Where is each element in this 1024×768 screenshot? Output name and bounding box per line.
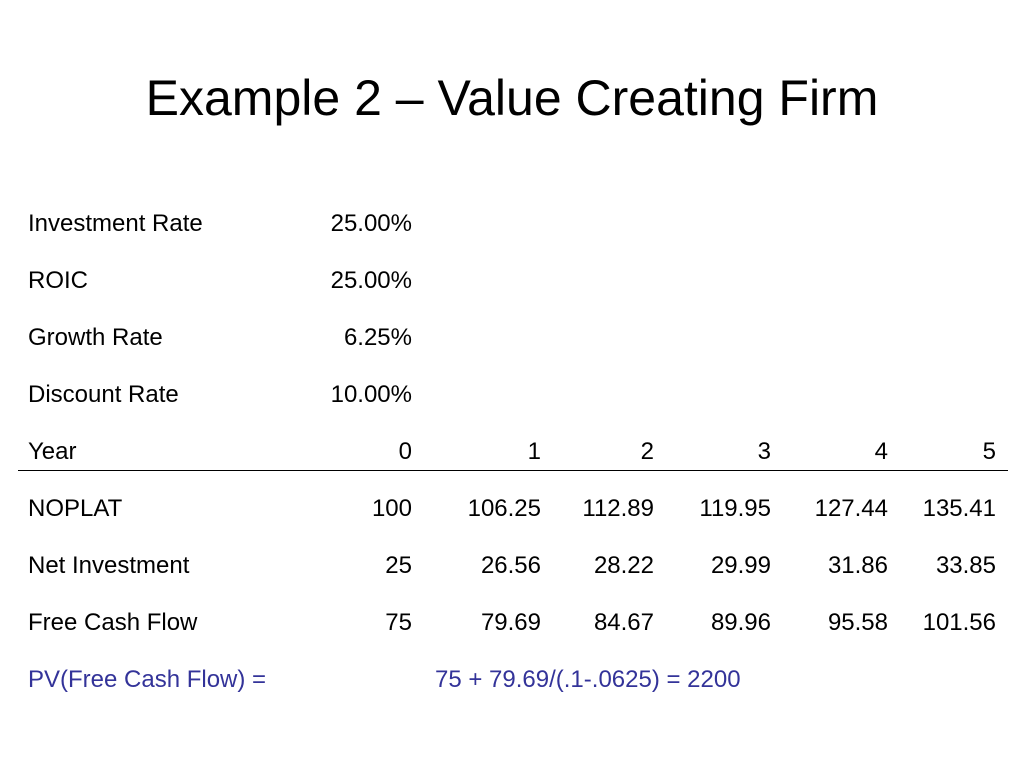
slide-title: Example 2 – Value Creating Firm (145, 70, 879, 126)
assumption-label: Growth Rate (28, 324, 163, 351)
assumption-value: 25.00% (330, 210, 412, 237)
valuation-table: Investment Rate 25.00% ROIC 25.00% Growt… (18, 195, 1008, 651)
year-header-cell: 2 (640, 438, 654, 465)
table-cell: 101.56 (922, 609, 996, 636)
table-cell: 26.56 (480, 552, 541, 579)
table-row-noplat: NOPLAT 100 106.25 112.89 119.95 127.44 1… (18, 480, 1008, 537)
year-header-cell: 0 (398, 438, 412, 465)
table-cell: 29.99 (710, 552, 771, 579)
row-label: NOPLAT (28, 495, 123, 522)
assumption-label: Discount Rate (28, 381, 179, 408)
table-cell: 33.85 (935, 552, 996, 579)
row-label: Net Investment (28, 552, 190, 579)
year-header-cell: 4 (874, 438, 888, 465)
assumption-label: ROIC (28, 267, 88, 294)
table-cell: 31.86 (827, 552, 888, 579)
pv-summary-row: PV(Free Cash Flow) = 75 + 79.69/(.1-.062… (18, 651, 1008, 708)
table-row-free-cash-flow: Free Cash Flow 75 79.69 84.67 89.96 95.5… (18, 594, 1008, 651)
table-cell: 135.41 (922, 495, 996, 522)
table-cell: 127.44 (814, 495, 888, 522)
table-cell: 95.58 (827, 609, 888, 636)
assumption-value: 6.25% (343, 324, 412, 351)
pv-formula: 75 + 79.69/(.1-.0625) = 2200 (435, 666, 741, 693)
table-cell: 75 (385, 609, 412, 636)
table-row-net-investment: Net Investment 25 26.56 28.22 29.99 31.8… (18, 537, 1008, 594)
table-cell: 106.25 (467, 495, 541, 522)
table-cell: 112.89 (582, 495, 654, 522)
header-divider (18, 470, 1008, 471)
assumption-label: Investment Rate (28, 210, 203, 237)
year-header-cell: 5 (982, 438, 996, 465)
assumption-row-growth-rate: Growth Rate 6.25% (18, 309, 1008, 366)
table-cell: 89.96 (710, 609, 771, 636)
assumption-row-investment-rate: Investment Rate 25.00% (18, 195, 1008, 252)
assumption-value: 25.00% (330, 267, 412, 294)
year-header-label: Year (28, 438, 77, 465)
table-cell: 84.67 (593, 609, 654, 636)
table-cell: 119.95 (699, 495, 771, 522)
table-cell: 25 (385, 552, 412, 579)
table-cell: 100 (371, 495, 412, 522)
table-cell: 79.69 (480, 609, 541, 636)
assumption-row-discount-rate: Discount Rate 10.00% (18, 366, 1008, 423)
year-header-cell: 1 (527, 438, 541, 465)
table-cell: 28.22 (593, 552, 654, 579)
row-label: Free Cash Flow (28, 609, 198, 636)
pv-label: PV(Free Cash Flow) = (28, 666, 267, 693)
assumption-row-roic: ROIC 25.00% (18, 252, 1008, 309)
assumption-value: 10.00% (330, 381, 412, 408)
year-header-cell: 3 (757, 438, 771, 465)
year-header-row: Year 0 1 2 3 4 5 (18, 423, 1008, 480)
